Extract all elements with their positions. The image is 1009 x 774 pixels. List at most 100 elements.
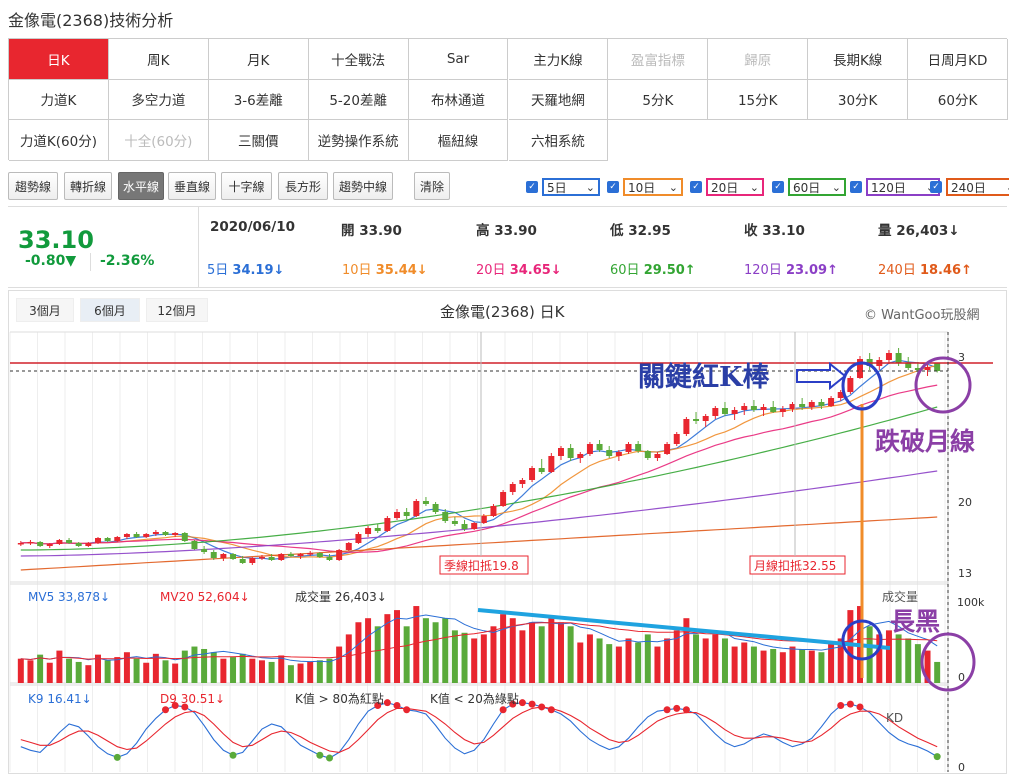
tool-button[interactable]: 轉折線 [64, 172, 112, 200]
kd-red-dot [499, 706, 507, 714]
period-button[interactable]: 6個月 [80, 298, 140, 322]
volume-bar [461, 632, 468, 683]
volume-bar [683, 618, 690, 683]
volume-bar [403, 626, 410, 683]
quote-panel [8, 206, 1007, 288]
candle-body [538, 468, 545, 472]
volume-bar [606, 644, 613, 683]
ma-checkbox[interactable]: ✓ [526, 181, 538, 193]
volume-bar [85, 665, 92, 683]
candle-body [808, 402, 815, 407]
nav-tab[interactable]: 3-6差離 [208, 79, 309, 121]
volume-bar [615, 646, 622, 683]
kd-red-dot [383, 699, 391, 707]
candle-body [635, 444, 642, 451]
volume-bar [586, 634, 593, 683]
nav-tab[interactable]: 六相系統 [508, 120, 609, 161]
volume-bar [345, 634, 352, 683]
tool-button[interactable]: 垂直線 [168, 172, 216, 200]
nav-tab[interactable]: 周K [108, 39, 209, 80]
ma-period-select[interactable]: 60日 ⌄ [788, 178, 846, 196]
volume-bar [760, 650, 767, 683]
volume-bar [17, 658, 24, 683]
candle-body [258, 557, 265, 559]
nav-tab[interactable]: 5分K [608, 79, 709, 121]
candle-body [85, 543, 92, 546]
nav-tab[interactable]: 60分K [908, 79, 1008, 121]
volume-bar [693, 634, 700, 683]
annotation-key-candle: 關鍵紅K棒 [638, 361, 770, 393]
volume-bar [664, 638, 671, 683]
ma-period-select[interactable]: 20日 ⌄ [706, 178, 764, 196]
nav-tab[interactable]: 逆勢操作系統 [308, 120, 409, 161]
volume-bar [490, 626, 497, 683]
candle-body [586, 444, 593, 454]
candle-body [403, 512, 410, 516]
tool-button[interactable]: 十字線 [221, 172, 272, 200]
ma-checkbox[interactable]: ✓ [850, 181, 862, 193]
nav-tab[interactable]: 5-20差離 [308, 79, 409, 121]
highlight-circle [841, 619, 883, 661]
ma-selector: ✓ 10日 ⌄ [607, 178, 683, 196]
ma-period-select[interactable]: 240日 ⌄ [946, 178, 1009, 196]
nav-tab[interactable]: 月K [208, 39, 309, 80]
ma-checkbox[interactable]: ✓ [930, 181, 942, 193]
nav-tab[interactable]: 三關價 [208, 120, 309, 161]
nav-tab[interactable]: 力道K(60分) [9, 120, 109, 161]
candle-body [596, 444, 603, 450]
tool-button[interactable]: 趨勢中線 [333, 172, 393, 200]
nav-tab[interactable]: 布林通道 [408, 79, 509, 121]
candle-body [451, 521, 458, 524]
volume-bar [721, 638, 728, 683]
volume-bar [635, 642, 642, 683]
kd-red-dot [856, 703, 864, 711]
tool-button[interactable]: 清除 [414, 172, 450, 200]
candle-body [316, 553, 323, 557]
nav-tab[interactable]: 樞紐線 [408, 120, 509, 161]
volume-bar [914, 644, 921, 683]
ma-checkbox[interactable]: ✓ [772, 181, 784, 193]
volume-bar [201, 648, 208, 683]
ma-checkbox[interactable]: ✓ [607, 181, 619, 193]
kd-tick: 0 [958, 761, 965, 774]
nav-tab[interactable]: 力道K [9, 79, 109, 121]
candle-body [75, 543, 82, 546]
nav-tab[interactable]: 天羅地網 [508, 79, 609, 121]
nav-tab[interactable]: 長期K線 [808, 39, 909, 80]
tool-button[interactable]: 長方形 [278, 172, 328, 200]
kd-red-dot [171, 702, 179, 710]
nav-tab[interactable]: Sar [408, 39, 509, 80]
volume-ma-line [20, 622, 938, 661]
candle-body [750, 406, 757, 410]
volume-bar [828, 644, 835, 683]
tool-button[interactable]: 趨勢線 [8, 172, 58, 200]
volume-bar [413, 606, 420, 683]
ma-period-select[interactable]: 5日 ⌄ [542, 178, 600, 196]
volume-bar [27, 660, 34, 683]
chart-title: 金像電(2368) 日K [440, 303, 565, 321]
period-button[interactable]: 12個月 [146, 298, 208, 322]
quote-high: 高 33.90 [476, 223, 537, 239]
nav-tab[interactable]: 15分K [708, 79, 809, 121]
ma-period-select[interactable]: 120日⌄ [866, 178, 940, 196]
nav-tab[interactable]: 多空力道 [108, 79, 209, 121]
nav-tab[interactable]: 十全戰法 [308, 39, 409, 80]
nav-tab[interactable]: 主力K線 [508, 39, 609, 80]
candle-body [94, 538, 101, 543]
volume-bar [66, 658, 73, 683]
volume-bar [278, 655, 285, 683]
ma-period-select[interactable]: 10日 ⌄ [623, 178, 683, 196]
candle-body [287, 554, 294, 556]
deduct-label-box [749, 555, 846, 575]
ma-checkbox[interactable]: ✓ [690, 181, 702, 193]
period-button[interactable]: 3個月 [16, 298, 74, 322]
ma-select-label: 10日 [628, 180, 656, 195]
nav-tab[interactable]: 日周月KD [908, 39, 1008, 80]
candle-body [770, 407, 777, 412]
candle-body [924, 367, 931, 370]
candle-body [519, 480, 526, 484]
nav-tab[interactable]: 日K [9, 39, 109, 80]
nav-tab[interactable]: 30分K [808, 79, 909, 121]
volume-bar [297, 663, 304, 683]
tool-button[interactable]: 水平線 [118, 172, 164, 200]
